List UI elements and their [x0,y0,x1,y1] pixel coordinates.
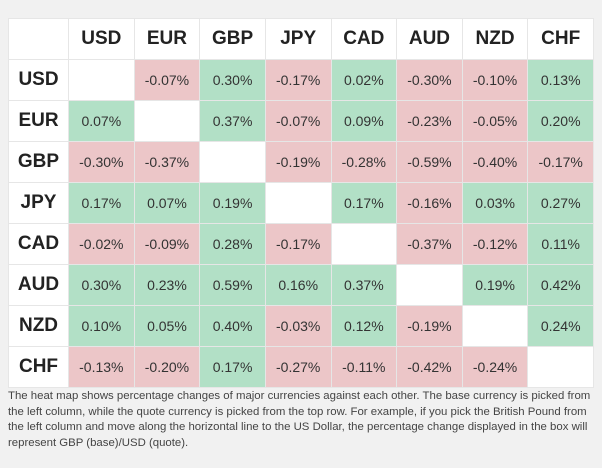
row-header: NZD [8,305,69,347]
row-header: GBP [8,141,69,183]
change-cell: 0.17% [199,346,266,388]
change-cell: 0.40% [199,305,266,347]
change-cell: 0.02% [330,59,398,101]
change-cell: -0.17% [264,59,332,101]
change-cell: 0.17% [330,182,398,224]
column-header: AUD [396,18,463,60]
empty-cell [199,141,266,183]
change-cell: 0.24% [527,305,594,347]
change-cell: -0.42% [396,346,463,388]
change-cell: -0.30% [396,59,463,101]
row-header: JPY [8,182,69,224]
change-cell: 0.59% [199,264,266,306]
column-header: USD [68,18,135,60]
change-cell: -0.16% [396,182,463,224]
row: CHF -0.13% -0.20% 0.17% -0.27% -0.11% -0.42% -0… [8,346,594,388]
change-cell: -0.19% [264,141,332,183]
corner-cell [8,18,69,60]
change-cell: -0.59% [396,141,463,183]
change-cell: -0.11% [330,346,398,388]
empty-cell [461,305,529,347]
change-cell: 0.20% [527,100,594,142]
row: JPY 0.17% 0.07% 0.19% 0.17% -0.16% 0.03% 0.27% [8,182,594,224]
column-header: JPY [264,18,332,60]
row: AUD 0.30% 0.23% 0.59% 0.16% 0.37% 0.19% 0.42% [8,264,594,306]
row: EUR 0.07% 0.37% -0.07% 0.09% -0.23% -0.05% 0.20… [8,100,594,142]
column-header: CHF [527,18,594,60]
row: USD -0.07% 0.30% -0.17% 0.02% -0.30% -0.10% 0.1… [8,59,594,101]
change-cell: -0.37% [396,223,463,265]
change-cell: -0.40% [461,141,529,183]
empty-cell [68,59,135,101]
change-cell: -0.30% [68,141,135,183]
change-cell: 0.30% [199,59,266,101]
change-cell: -0.13% [68,346,135,388]
change-cell: 0.09% [330,100,398,142]
change-cell: -0.28% [330,141,398,183]
empty-cell [527,346,594,388]
change-cell: 0.07% [68,100,135,142]
change-cell: 0.16% [264,264,332,306]
change-cell: 0.13% [527,59,594,101]
empty-cell [264,182,332,224]
change-cell: 0.03% [461,182,529,224]
change-cell: -0.10% [461,59,529,101]
change-cell: 0.19% [199,182,266,224]
row-header: CAD [8,223,69,265]
column-header: GBP [199,18,266,60]
change-cell: -0.02% [68,223,135,265]
change-cell: -0.17% [527,141,594,183]
header-row: USD EUR GBP JPY CAD AUD NZD CHF [8,18,594,60]
row: NZD 0.10% 0.05% 0.40% -0.03% 0.12% -0.19% 0.24% [8,305,594,347]
heatmap-table: USD EUR GBP JPY CAD AUD NZD CHF USD -0.07% 0.30% -… [8,18,594,388]
change-cell: 0.37% [199,100,266,142]
row: GBP -0.30% -0.37% -0.19% -0.28% -0.59% -0.40% -… [8,141,594,183]
change-cell: -0.07% [264,100,332,142]
change-cell: -0.03% [264,305,332,347]
empty-cell [133,100,201,142]
change-cell: -0.24% [461,346,529,388]
change-cell: -0.23% [396,100,463,142]
change-cell: -0.07% [133,59,201,101]
change-cell: -0.20% [133,346,201,388]
change-cell: 0.27% [527,182,594,224]
change-cell: -0.37% [133,141,201,183]
change-cell: 0.10% [68,305,135,347]
change-cell: 0.12% [330,305,398,347]
change-cell: -0.17% [264,223,332,265]
change-cell: 0.23% [133,264,201,306]
empty-cell [396,264,463,306]
change-cell: -0.12% [461,223,529,265]
change-cell: 0.17% [68,182,135,224]
change-cell: 0.19% [461,264,529,306]
heatmap: USD EUR GBP JPY CAD AUD NZD CHF USD -0.07% 0.30% -… [8,18,594,388]
empty-cell [330,223,398,265]
row: CAD -0.02% -0.09% 0.28% -0.17% -0.37% -0.12% 0.… [8,223,594,265]
row-header: CHF [8,346,69,388]
column-header: CAD [330,18,398,60]
change-cell: 0.11% [527,223,594,265]
change-cell: 0.42% [527,264,594,306]
row-header: EUR [8,100,69,142]
change-cell: -0.05% [461,100,529,142]
change-cell: -0.09% [133,223,201,265]
change-cell: 0.37% [330,264,398,306]
change-cell: 0.30% [68,264,135,306]
change-cell: -0.27% [264,346,332,388]
change-cell: 0.28% [199,223,266,265]
column-header: EUR [133,18,201,60]
row-header: USD [8,59,69,101]
change-cell: 0.07% [133,182,201,224]
column-header: NZD [461,18,529,60]
row-header: AUD [8,264,69,306]
footnote: The heat map shows percentage changes of… [8,390,591,449]
change-cell: 0.05% [133,305,201,347]
change-cell: -0.19% [396,305,463,347]
